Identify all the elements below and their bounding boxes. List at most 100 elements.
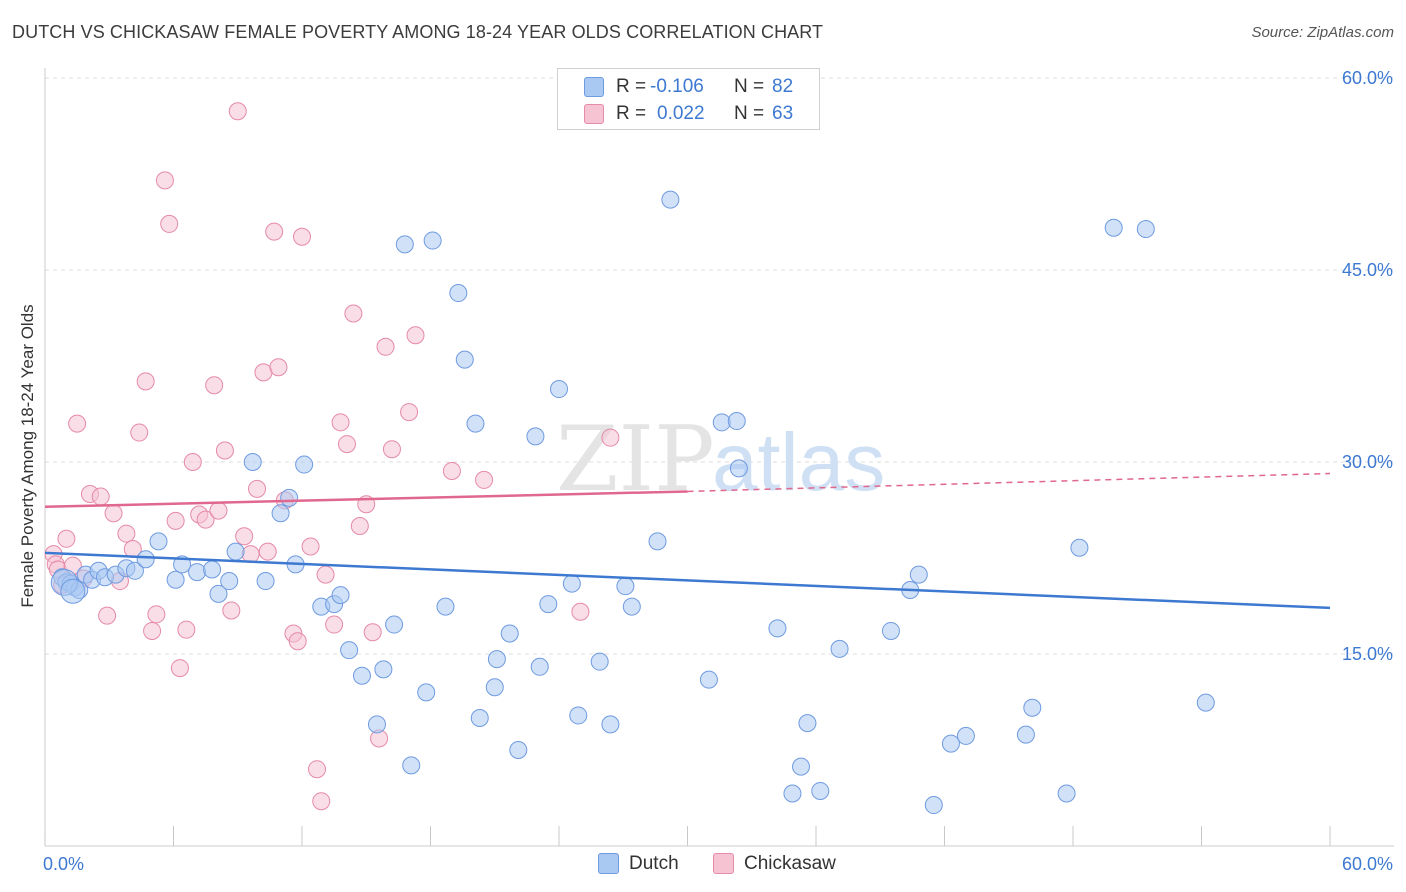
dutch-point	[1057, 784, 1076, 803]
dutch-point	[352, 666, 371, 685]
dutch-point	[417, 683, 436, 702]
y-tick-label: 45.0%	[1342, 260, 1393, 280]
dutch-point	[1070, 538, 1089, 557]
dutch-point	[243, 453, 262, 471]
dutch-point	[661, 190, 680, 209]
dutch-point	[1016, 725, 1035, 744]
trend-lines	[44, 472, 1331, 610]
chickasaw-point	[442, 461, 461, 480]
legend-n-value: 82	[772, 76, 794, 97]
chickasaw-point	[209, 501, 228, 520]
dutch-point	[395, 235, 414, 254]
dutch-point	[449, 284, 468, 303]
chickasaw-point	[331, 413, 350, 432]
correlation-legend: R = -0.106 N = 82 R = 0.022 N = 63	[557, 68, 820, 130]
chickasaw-point	[57, 529, 76, 548]
dutch-point	[601, 715, 620, 734]
dutch-point	[149, 532, 168, 551]
chickasaw-point	[155, 171, 174, 190]
y-axis-label: Female Poverty Among 18-24 Year Olds	[18, 304, 37, 608]
dutch-point	[455, 350, 474, 369]
dutch-point	[648, 532, 667, 551]
chickasaw-point	[104, 504, 123, 523]
y-tick-label: 15.0%	[1342, 644, 1393, 664]
dutch-point	[423, 231, 442, 250]
chickasaw-point	[265, 222, 284, 241]
chickasaw-point	[222, 601, 241, 620]
dutch-point	[220, 572, 239, 591]
chickasaw-point	[363, 623, 382, 642]
watermark: ZIP atlas	[556, 407, 885, 512]
dutch-point	[271, 504, 290, 523]
dutch-point	[562, 574, 581, 593]
chickasaw-point	[288, 632, 307, 651]
chickasaw-point	[344, 304, 363, 323]
dutch-point	[909, 565, 928, 584]
legend-r-value: 0.022	[657, 103, 705, 124]
chickasaw-point	[147, 605, 166, 624]
bottom-legend-swatch-chickasaw	[713, 853, 734, 874]
dutch-point	[226, 542, 245, 561]
legend-n-label: N =	[734, 103, 765, 124]
legend-r-label: R =	[616, 76, 647, 97]
dutch-point	[924, 796, 943, 815]
dutch-point	[466, 414, 485, 433]
dutch-point	[881, 621, 900, 640]
legend-r-value: -0.106	[650, 76, 704, 97]
y-tick-label: 60.0%	[1342, 68, 1393, 88]
chickasaw-point	[205, 376, 224, 395]
chickasaw-trend-line	[44, 490, 688, 509]
dutch-point	[436, 597, 455, 616]
axes	[44, 68, 1394, 847]
chickasaw-point	[258, 542, 277, 561]
chart-title: DUTCH VS CHICKASAW FEMALE POVERTY AMONG …	[12, 22, 824, 42]
dutch-point	[509, 741, 528, 759]
dutch-point	[385, 615, 404, 634]
dutch-point	[374, 660, 393, 679]
chickasaw-point	[376, 337, 395, 356]
dutch-point	[188, 563, 207, 582]
chickasaw-trend-line-dashed	[687, 472, 1331, 493]
dutch-point	[550, 380, 568, 399]
x-tick-label: 0.0%	[43, 854, 84, 874]
chickasaw-point	[241, 545, 260, 564]
dutch-point	[209, 584, 228, 603]
dutch-point	[712, 413, 731, 432]
chickasaw-point	[196, 510, 215, 529]
dutch-trend-line	[44, 551, 1331, 610]
dutch-point	[569, 706, 588, 725]
chickasaw-point	[316, 565, 335, 584]
dutch-point	[1136, 220, 1155, 239]
chickasaw-point	[177, 620, 196, 639]
chickasaw-point	[312, 792, 331, 811]
dutch-point	[256, 572, 275, 591]
chickasaw-point	[136, 372, 155, 391]
chickasaw-point	[160, 214, 179, 233]
dutch-point	[500, 624, 519, 643]
dutch-point	[727, 412, 746, 431]
dutch-point	[1104, 218, 1123, 237]
chickasaw-point	[254, 363, 273, 382]
dutch-point	[125, 561, 144, 580]
chickasaw-point	[406, 326, 425, 345]
dutch-point	[956, 726, 975, 745]
chickasaw-point	[143, 621, 162, 640]
legend-n-value: 63	[772, 103, 794, 124]
legend-n-label: N =	[734, 76, 765, 97]
dutch-point	[331, 586, 350, 605]
dutch-point	[830, 639, 849, 658]
chickasaw-point	[293, 227, 311, 246]
dutch-point	[340, 641, 359, 660]
dutch-point	[470, 709, 489, 727]
legend-swatch-dutch	[584, 77, 604, 97]
chickasaw-point	[68, 414, 87, 433]
dutch-point	[811, 781, 830, 800]
dutch-point	[402, 756, 421, 775]
bottom-legend-label-dutch: Dutch	[629, 853, 679, 874]
chickasaw-point	[382, 440, 401, 459]
dutch-point	[539, 595, 558, 614]
watermark-zip: ZIP	[556, 407, 715, 512]
chickasaw-point	[170, 659, 189, 678]
dutch-point	[203, 560, 222, 579]
